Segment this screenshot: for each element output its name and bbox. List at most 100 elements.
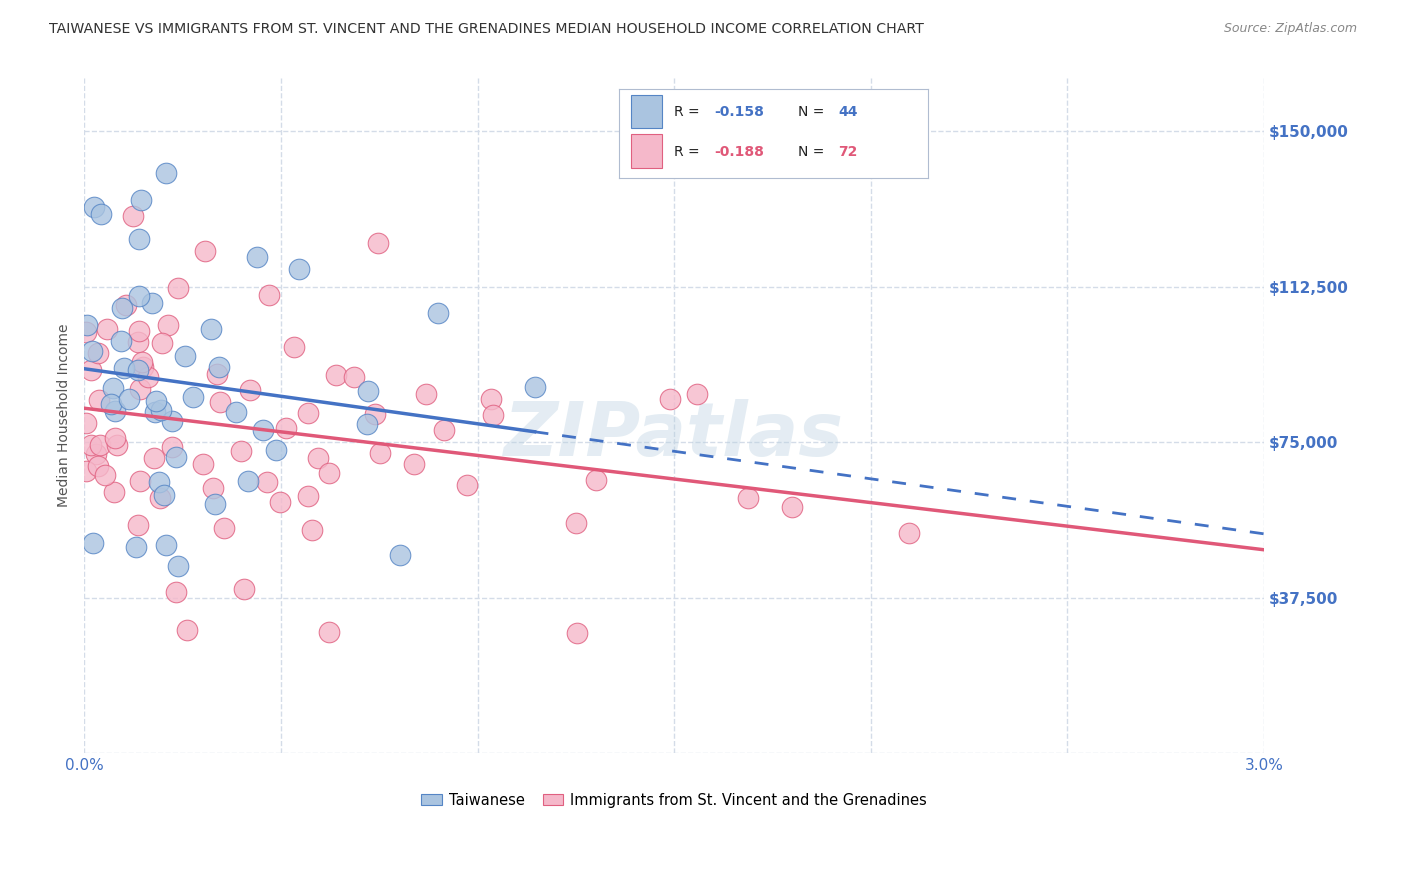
Point xyxy=(482,408,505,422)
Point xyxy=(83,200,105,214)
Point xyxy=(564,516,586,530)
Point xyxy=(87,458,110,473)
Point xyxy=(256,475,278,490)
Point xyxy=(157,318,180,332)
Point xyxy=(658,392,681,407)
Point xyxy=(204,497,226,511)
Point xyxy=(239,383,262,397)
Point xyxy=(898,526,921,541)
Point xyxy=(297,489,319,503)
Text: R =: R = xyxy=(675,104,704,119)
Point xyxy=(155,165,177,179)
Point xyxy=(368,446,391,460)
Point xyxy=(307,450,329,465)
Point xyxy=(523,380,546,394)
Point xyxy=(110,334,132,349)
Point xyxy=(357,384,380,399)
Point xyxy=(90,207,112,221)
Point xyxy=(433,423,456,437)
Point xyxy=(364,407,387,421)
Point xyxy=(155,538,177,552)
Point xyxy=(167,281,190,295)
Point xyxy=(167,558,190,573)
Point xyxy=(82,535,104,549)
Point xyxy=(318,466,340,480)
Point xyxy=(276,421,298,435)
Point xyxy=(266,443,288,458)
Point xyxy=(209,395,232,409)
Legend: Taiwanese, Immigrants from St. Vincent and the Grenadines: Taiwanese, Immigrants from St. Vincent a… xyxy=(416,787,932,814)
Point xyxy=(114,361,136,376)
Point xyxy=(283,340,305,354)
Point xyxy=(128,324,150,338)
Point xyxy=(118,392,141,406)
Point xyxy=(200,322,222,336)
Point xyxy=(104,431,127,445)
Point xyxy=(165,585,187,599)
Point xyxy=(131,359,153,374)
Point xyxy=(111,301,134,316)
Point xyxy=(585,473,607,487)
Point xyxy=(402,458,425,472)
Point xyxy=(233,582,256,596)
Point xyxy=(149,403,172,417)
Bar xyxy=(631,134,662,168)
Point xyxy=(125,540,148,554)
Point xyxy=(127,362,149,376)
Point xyxy=(173,349,195,363)
Point xyxy=(127,518,149,533)
Point xyxy=(105,438,128,452)
Point xyxy=(356,417,378,432)
Point xyxy=(301,523,323,537)
Point xyxy=(82,343,104,358)
Text: ZIPatlas: ZIPatlas xyxy=(505,399,844,472)
Point xyxy=(685,386,707,401)
Point xyxy=(229,443,252,458)
Point xyxy=(75,464,97,478)
Point xyxy=(343,369,366,384)
Point xyxy=(89,392,111,407)
Text: 72: 72 xyxy=(838,145,858,159)
Point xyxy=(96,322,118,336)
Point xyxy=(160,440,183,454)
Point xyxy=(567,625,589,640)
Point xyxy=(80,363,103,377)
Text: Source: ZipAtlas.com: Source: ZipAtlas.com xyxy=(1223,22,1357,36)
Point xyxy=(201,481,224,495)
Point xyxy=(128,289,150,303)
Point xyxy=(89,438,111,452)
Point xyxy=(131,355,153,369)
Point xyxy=(318,624,340,639)
Point xyxy=(75,416,97,430)
Text: R =: R = xyxy=(675,145,704,159)
Point xyxy=(75,325,97,339)
Point xyxy=(141,296,163,310)
Bar xyxy=(631,95,662,128)
Point xyxy=(214,521,236,535)
Text: 44: 44 xyxy=(838,104,858,119)
Point xyxy=(80,438,103,452)
Point xyxy=(165,450,187,464)
Text: -0.158: -0.158 xyxy=(714,104,765,119)
Point xyxy=(194,244,217,259)
Point xyxy=(121,209,143,223)
Point xyxy=(153,488,176,502)
Point xyxy=(207,359,229,374)
Point xyxy=(100,397,122,411)
Point xyxy=(128,474,150,488)
Point xyxy=(76,318,98,332)
Point xyxy=(325,368,347,382)
Point xyxy=(288,262,311,277)
Text: N =: N = xyxy=(799,104,828,119)
Point xyxy=(86,346,108,360)
Point xyxy=(176,624,198,638)
Point xyxy=(150,336,173,351)
Point xyxy=(104,404,127,418)
Text: N =: N = xyxy=(799,145,828,159)
Point xyxy=(127,334,149,349)
Point xyxy=(236,474,259,488)
Point xyxy=(128,232,150,246)
Point xyxy=(160,414,183,428)
Point xyxy=(103,484,125,499)
Text: TAIWANESE VS IMMIGRANTS FROM ST. VINCENT AND THE GRENADINES MEDIAN HOUSEHOLD INC: TAIWANESE VS IMMIGRANTS FROM ST. VINCENT… xyxy=(49,22,924,37)
